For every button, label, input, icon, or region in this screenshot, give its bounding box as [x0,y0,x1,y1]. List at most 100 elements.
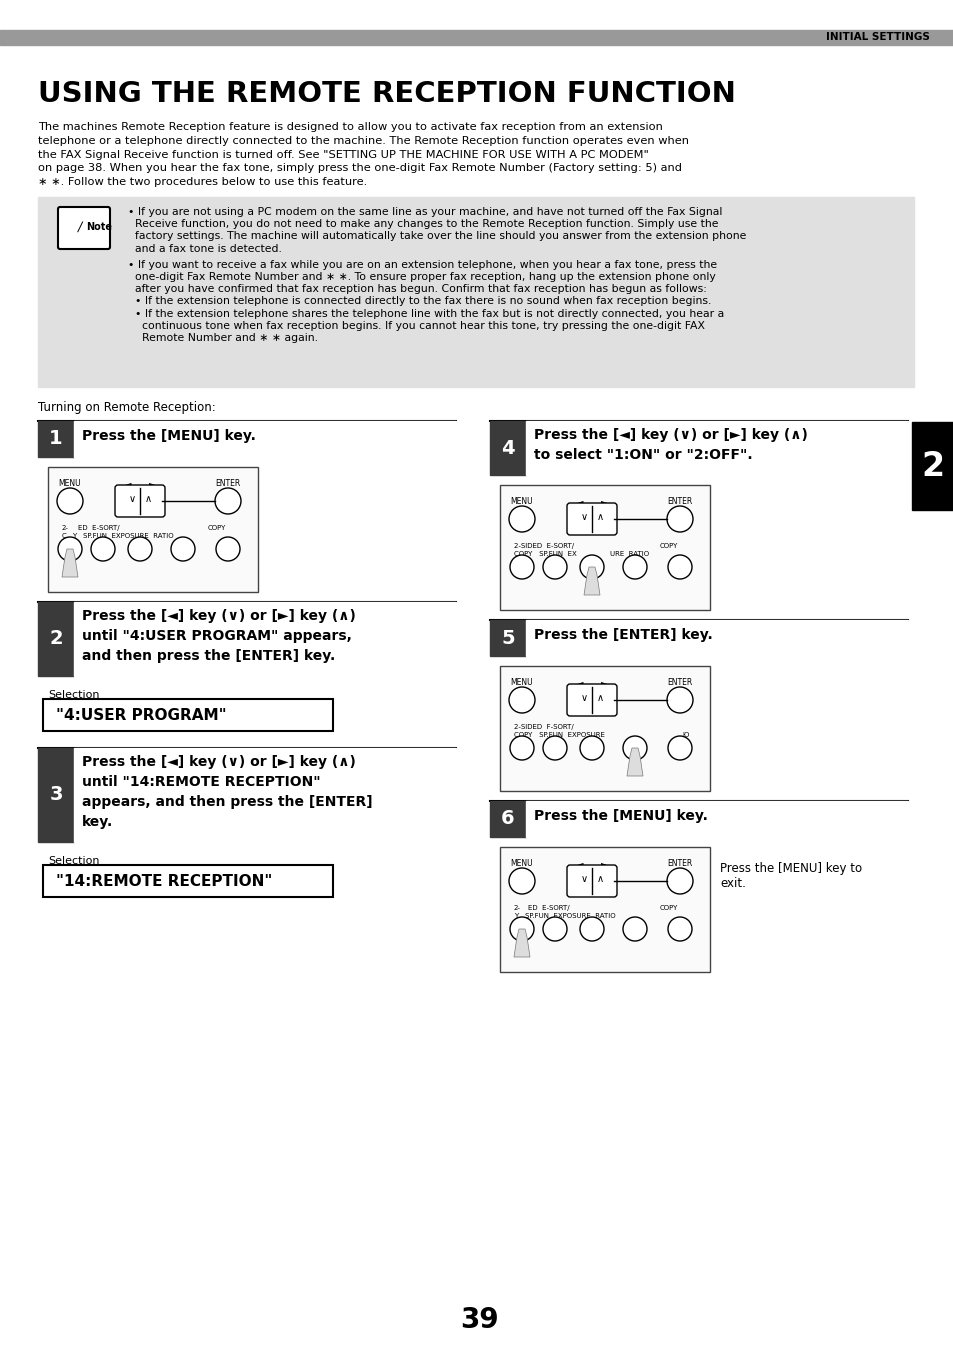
Text: Press the [MENU] key to
exit.: Press the [MENU] key to exit. [720,862,862,890]
Text: 39: 39 [460,1306,498,1333]
Text: ∧: ∧ [144,494,152,504]
Circle shape [542,555,566,580]
Circle shape [509,867,535,894]
Text: telephone or a telephone directly connected to the machine. The Remote Reception: telephone or a telephone directly connec… [38,136,688,146]
Text: factory settings. The machine will automatically take over the line should you a: factory settings. The machine will autom… [128,231,745,242]
Bar [499,847,709,971]
Text: ►: ► [600,678,608,688]
Text: and a fax tone is detected.: and a fax tone is detected. [128,243,281,254]
Circle shape [666,688,692,713]
Circle shape [510,555,534,580]
Text: ∨: ∨ [579,512,587,521]
Text: Press the [ENTER] key.: Press the [ENTER] key. [534,628,712,642]
Text: appears, and then press the [ENTER]: appears, and then press the [ENTER] [82,794,373,809]
Text: Y   SP.FUN  EXPOSURE  RATIO: Y SP.FUN EXPOSURE RATIO [71,534,173,539]
Bar [38,748,74,842]
Text: 2-SIDED  E-SORT/: 2-SIDED E-SORT/ [514,543,574,549]
Bar [490,801,525,838]
Polygon shape [583,567,599,594]
Polygon shape [626,748,642,775]
Bar [499,666,709,790]
Text: ◄: ◄ [124,480,132,489]
Text: ∧: ∧ [596,874,603,884]
Bar [43,865,333,897]
Text: Selection: Selection [48,690,99,700]
Bar [48,467,257,592]
Bar [0,30,953,45]
Text: The machines Remote Reception feature is designed to allow you to activate fax r: The machines Remote Reception feature is… [38,122,662,132]
Text: INITIAL SETTINGS: INITIAL SETTINGS [825,32,929,42]
Circle shape [510,736,534,761]
Circle shape [91,536,115,561]
Text: MENU: MENU [510,678,533,688]
FancyBboxPatch shape [115,485,165,517]
Circle shape [666,507,692,532]
Text: ∧: ∧ [596,693,603,703]
Circle shape [579,736,603,761]
Circle shape [666,867,692,894]
Circle shape [509,688,535,713]
Text: ∨: ∨ [129,494,135,504]
Circle shape [509,507,535,532]
Text: key.: key. [82,815,113,830]
Text: ◄: ◄ [576,497,583,507]
Text: one-digit Fax Remote Number and ∗ ∗. To ensure proper fax reception, hang up the: one-digit Fax Remote Number and ∗ ∗. To … [128,272,715,282]
FancyBboxPatch shape [566,684,617,716]
Text: COPY: COPY [208,526,226,531]
Text: until "14:REMOTE RECEPTION": until "14:REMOTE RECEPTION" [82,775,320,789]
Text: the FAX Signal Receive function is turned off. See "SETTING UP THE MACHINE FOR U: the FAX Signal Receive function is turne… [38,150,648,159]
Text: MENU: MENU [510,859,533,867]
Bar [490,422,525,476]
Text: and then press the [ENTER] key.: and then press the [ENTER] key. [82,648,335,663]
Text: • If you want to receive a fax while you are on an extension telephone, when you: • If you want to receive a fax while you… [128,259,717,270]
Text: Press the [MENU] key.: Press the [MENU] key. [82,430,255,443]
Text: • If the extension telephone shares the telephone line with the fax but is not d: • If the extension telephone shares the … [128,308,723,319]
Text: ED  E-SORT/: ED E-SORT/ [78,526,119,531]
Circle shape [58,536,82,561]
Text: ∕: ∕ [77,220,82,234]
Bar [525,801,907,838]
Bar [525,620,907,657]
Text: Remote Number and ∗ ∗ again.: Remote Number and ∗ ∗ again. [128,332,317,343]
Text: ∧: ∧ [596,512,603,521]
Circle shape [215,536,240,561]
Bar [38,197,913,386]
Text: 4: 4 [500,439,515,458]
Text: USING THE REMOTE RECEPTION FUNCTION: USING THE REMOTE RECEPTION FUNCTION [38,80,735,108]
Circle shape [542,736,566,761]
Bar [74,603,456,676]
Bar [911,422,953,509]
Circle shape [128,536,152,561]
Text: C: C [62,534,67,539]
Text: COPY: COPY [659,905,678,911]
Bar [43,698,333,731]
Bar [499,485,709,611]
FancyBboxPatch shape [58,207,110,249]
Text: Press the [◄] key (∨) or [►] key (∧): Press the [◄] key (∨) or [►] key (∧) [82,755,355,769]
Bar [74,748,456,842]
Text: Press the [MENU] key.: Press the [MENU] key. [534,809,707,823]
Circle shape [622,555,646,580]
Text: 2-: 2- [62,526,69,531]
Text: ►: ► [149,480,156,489]
Text: ►: ► [600,859,608,869]
Circle shape [542,917,566,942]
Text: Selection: Selection [48,857,99,866]
FancyBboxPatch shape [566,503,617,535]
Text: 1: 1 [50,430,63,449]
Text: ∨: ∨ [579,874,587,884]
Text: ∗ ∗. Follow the two procedures below to use this feature.: ∗ ∗. Follow the two procedures below to … [38,177,367,188]
Circle shape [622,736,646,761]
Circle shape [57,488,83,513]
Text: ENTER: ENTER [215,480,240,488]
Text: 2: 2 [921,450,943,482]
Text: "4:USER PROGRAM": "4:USER PROGRAM" [56,708,227,723]
Bar [38,422,74,457]
Text: until "4:USER PROGRAM" appears,: until "4:USER PROGRAM" appears, [82,630,352,643]
Circle shape [579,917,603,942]
Text: "14:REMOTE RECEPTION": "14:REMOTE RECEPTION" [56,874,273,889]
Text: on page 38. When you hear the fax tone, simply press the one-digit Fax Remote Nu: on page 38. When you hear the fax tone, … [38,163,681,173]
Bar [490,620,525,657]
FancyBboxPatch shape [566,865,617,897]
Text: ENTER: ENTER [667,859,692,867]
